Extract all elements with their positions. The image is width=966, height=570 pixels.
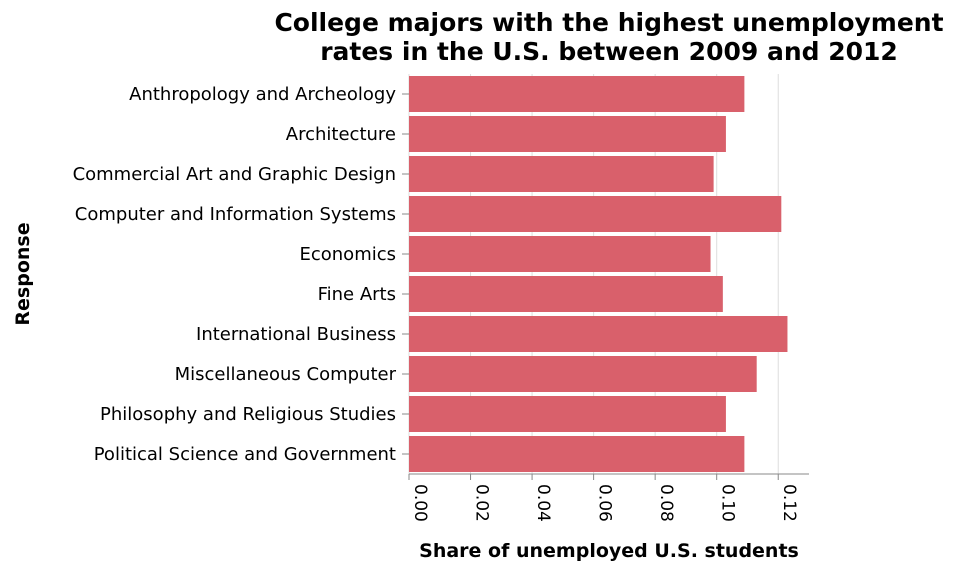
category-label: Fine Arts	[318, 284, 396, 305]
category-label: Political Science and Government	[94, 444, 396, 465]
x-tick-label: 0.06	[595, 484, 615, 522]
bar	[409, 156, 714, 192]
x-tick-label: 0.04	[533, 484, 553, 522]
bar	[409, 436, 745, 472]
bar	[409, 236, 711, 272]
x-axis-title: Share of unemployed U.S. students	[419, 540, 799, 562]
chart-title-line-1: College majors with the highest unemploy…	[274, 8, 943, 37]
x-tick-label: 0.00	[410, 484, 430, 522]
x-tick-labels: 0.00 0.02 0.04 0.06 0.08 0.10 0.12	[410, 484, 799, 522]
bars	[409, 76, 788, 472]
category-label: International Business	[196, 324, 396, 345]
category-label: Anthropology and Archeology	[129, 84, 396, 105]
category-label: Commercial Art and Graphic Design	[73, 164, 396, 185]
bar	[409, 196, 782, 232]
category-label: Architecture	[286, 124, 396, 145]
x-tick-label: 0.02	[472, 484, 492, 522]
x-tick-label: 0.10	[718, 484, 738, 522]
category-labels: Anthropology and Archeology Architecture C…	[73, 84, 397, 465]
category-label: Miscellaneous Computer	[175, 364, 397, 385]
category-label: Philosophy and Religious Studies	[100, 404, 396, 425]
bar	[409, 356, 757, 392]
bar	[409, 316, 788, 352]
x-tick-label: 0.08	[656, 484, 676, 522]
bar	[409, 276, 723, 312]
axes	[402, 93, 809, 480]
category-label: Computer and Information Systems	[75, 204, 396, 225]
bar	[409, 396, 726, 432]
x-tick-label: 0.12	[779, 484, 799, 522]
y-axis-title: Response	[12, 222, 34, 325]
category-label: Economics	[299, 244, 396, 265]
bar	[409, 76, 745, 112]
bar	[409, 116, 726, 152]
chart-title-line-2: rates in the U.S. between 2009 and 2012	[320, 37, 898, 66]
